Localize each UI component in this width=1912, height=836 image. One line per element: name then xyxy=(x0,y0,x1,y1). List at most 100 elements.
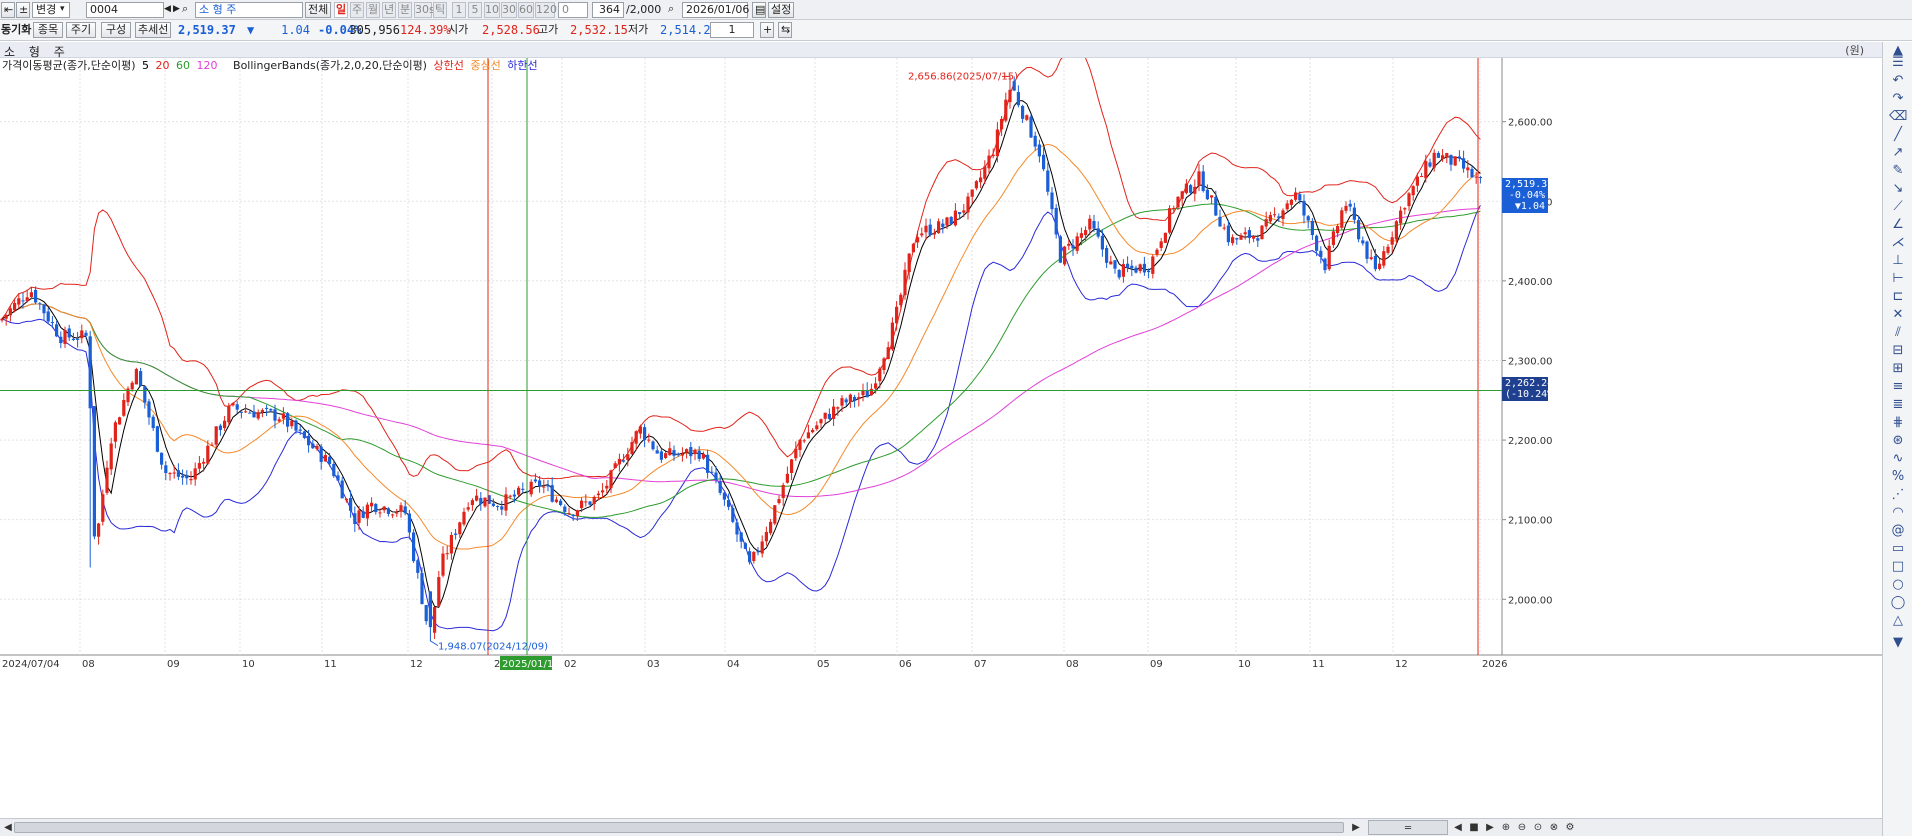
prev-page-icon[interactable]: ◀ xyxy=(1454,822,1462,833)
fit-icon[interactable]: ⊗ xyxy=(1549,822,1559,833)
horizontal-line-icon[interactable]: ⊢ xyxy=(1892,271,1904,286)
zoom-icon[interactable]: ⌕ xyxy=(668,2,675,15)
count-input[interactable]: 364 xyxy=(592,2,624,18)
percent-icon[interactable]: % xyxy=(1891,469,1905,484)
scroll-left-icon[interactable]: ◀ xyxy=(4,822,12,833)
angle-icon[interactable]: ∠ xyxy=(1892,217,1904,232)
volume: 305,956 xyxy=(349,23,400,37)
horizontal-scrollbar[interactable]: ◀ ▶ ═ ◀ ■ ▶ ⊕ ⊖ ⊙ ⊗ ⚙ xyxy=(0,818,1882,836)
list-icon[interactable]: ☰ xyxy=(1892,55,1904,70)
candle-body xyxy=(336,475,340,481)
scroll-down-icon[interactable]: ▼ xyxy=(1893,635,1903,650)
expand-icon[interactable]: ± xyxy=(16,2,30,18)
arrow-icon[interactable]: ↘ xyxy=(1892,181,1904,196)
search-icon[interactable]: ⌕ xyxy=(182,2,189,15)
spin-input[interactable]: 0 xyxy=(558,2,588,18)
prev-item-icon[interactable]: ⇤ xyxy=(1,2,15,18)
candle-body xyxy=(235,404,239,410)
vertical-line-icon[interactable]: ⊥ xyxy=(1892,253,1904,268)
eraser-icon[interactable]: ⌫ xyxy=(1889,109,1908,124)
spiral-icon[interactable]: @ xyxy=(1891,523,1905,538)
period-month[interactable]: 월 xyxy=(366,2,380,18)
segment-icon[interactable]: ⟋ xyxy=(1893,199,1903,214)
settings-button[interactable]: 설정 xyxy=(768,2,794,18)
price-chart[interactable]: 2,600.002,500.002,400.002,300.002,200.00… xyxy=(0,0,1882,818)
rectangle-icon[interactable]: ▭ xyxy=(1891,541,1905,556)
mode-select[interactable]: 변경 xyxy=(32,2,70,18)
resize-icon[interactable]: ⇆ xyxy=(778,22,792,38)
pen-icon[interactable]: ✎ xyxy=(1892,163,1904,178)
save-icon[interactable]: ▤ xyxy=(752,2,766,18)
all-button[interactable]: 전체 xyxy=(305,2,331,18)
zoom-reset-icon[interactable]: ⊙ xyxy=(1533,822,1543,833)
ma20-legend: 20 xyxy=(155,59,170,72)
arrow-right-icon[interactable]: ▶ xyxy=(173,4,180,14)
period-minute[interactable]: 분 xyxy=(398,2,412,18)
square-icon[interactable]: □ xyxy=(1891,559,1905,574)
options-icon[interactable]: ⚙ xyxy=(1565,822,1575,833)
fan-icon[interactable]: ⋌ xyxy=(1891,235,1905,250)
speed-line-icon[interactable]: ⋰ xyxy=(1891,487,1905,502)
tab-compose[interactable]: 구성 xyxy=(101,22,131,38)
minute-30[interactable]: 30 xyxy=(501,2,517,18)
code-input[interactable]: 0004 xyxy=(86,2,164,18)
play-icon[interactable]: ▶ xyxy=(1486,822,1494,833)
chart-title-row: 소 형 주 (원) xyxy=(0,42,1912,59)
scroll-thumb[interactable] xyxy=(14,822,1344,833)
add-icon[interactable]: + xyxy=(760,22,774,38)
arc-icon[interactable]: ◠ xyxy=(1892,505,1904,520)
candle-body xyxy=(1277,216,1281,218)
minute-1[interactable]: 1 xyxy=(452,2,466,18)
wave-icon[interactable]: ∿ xyxy=(1892,451,1904,466)
ray-icon[interactable]: ↗ xyxy=(1892,145,1904,160)
channel-icon[interactable]: ⫽ xyxy=(1895,325,1901,340)
period-year[interactable]: 년 xyxy=(382,2,396,18)
candle-body xyxy=(588,501,592,505)
candle-body xyxy=(1109,261,1113,265)
indicator-legend[interactable]: 가격이동평균(종가,단순이평) 5 20 60 120 BollingerBan… xyxy=(2,58,541,74)
candle-body xyxy=(1079,233,1083,238)
candle-body xyxy=(248,412,252,414)
circle-icon[interactable]: ○ xyxy=(1892,577,1904,592)
tab-period[interactable]: 주기 xyxy=(66,22,96,38)
gann-icon[interactable]: ⋕ xyxy=(1892,415,1904,430)
zoom-out-icon[interactable]: ⊖ xyxy=(1517,822,1527,833)
arrow-left-icon[interactable]: ◀ xyxy=(164,4,171,14)
minute-5[interactable]: 5 xyxy=(468,2,482,18)
candle-body xyxy=(567,513,571,515)
range-slider-icon[interactable]: ═ xyxy=(1368,820,1448,835)
candle-body xyxy=(1067,243,1071,246)
zoom-in-icon[interactable]: ⊕ xyxy=(1501,822,1511,833)
layout-select[interactable]: 1 xyxy=(710,22,754,38)
tab-item[interactable]: 종목 xyxy=(33,22,63,38)
tab-trendline[interactable]: 추세선 xyxy=(135,22,171,38)
period-week[interactable]: 주 xyxy=(350,2,364,18)
candle-body xyxy=(1264,219,1268,227)
period-day[interactable]: 일 xyxy=(334,2,348,18)
candle-body xyxy=(399,505,403,512)
candle-body xyxy=(819,419,823,424)
measure-icon[interactable]: ⊟ xyxy=(1892,343,1904,358)
scroll-up-icon[interactable]: ▲ xyxy=(1893,43,1903,58)
grid-icon[interactable]: ⊞ xyxy=(1892,361,1904,376)
ellipse-icon[interactable]: ◯ xyxy=(1890,595,1906,610)
date-select[interactable]: 2026/01/06 xyxy=(682,2,749,18)
levels-icon[interactable]: ≣ xyxy=(1892,397,1904,412)
minute-60[interactable]: 60 xyxy=(518,2,534,18)
line-icon[interactable]: ╱ xyxy=(1894,127,1902,142)
cross-icon[interactable]: ✕ xyxy=(1892,307,1904,322)
redo-icon[interactable]: ↷ xyxy=(1892,91,1904,106)
period-tick[interactable]: 틱 xyxy=(433,2,447,18)
scroll-right-icon[interactable]: ▶ xyxy=(1352,822,1360,833)
sync-label[interactable]: 동기화 xyxy=(1,23,32,36)
triangle-icon[interactable]: △ xyxy=(1893,613,1903,628)
stop-icon[interactable]: ■ xyxy=(1469,822,1479,833)
minute-10[interactable]: 10 xyxy=(484,2,500,18)
period-30s[interactable]: 30s xyxy=(414,2,435,18)
fibonacci-icon[interactable]: ≡ xyxy=(1892,379,1904,394)
undo-icon[interactable]: ↶ xyxy=(1892,73,1904,88)
cycle-icon[interactable]: ⊛ xyxy=(1892,433,1904,448)
bracket-icon[interactable]: ⊏ xyxy=(1892,289,1904,304)
chevron-down-icon[interactable]: ▾ xyxy=(60,4,65,14)
minute-120[interactable]: 120 xyxy=(535,2,557,18)
